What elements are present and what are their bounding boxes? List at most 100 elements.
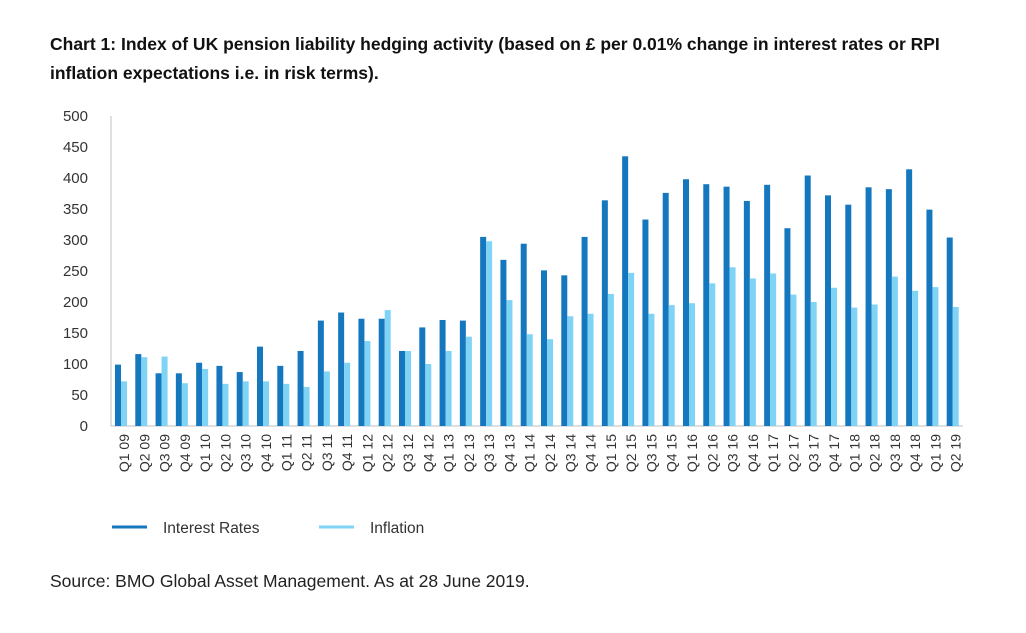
bar-inflation: [263, 381, 269, 426]
bar-inflation: [121, 381, 127, 426]
x-tick-label: Q3 13: [481, 434, 497, 472]
bar-interest-rates: [216, 365, 223, 426]
y-tick-label: 500: [63, 108, 88, 125]
bar-inflation: [790, 294, 797, 426]
bar-inflation: [567, 316, 574, 426]
x-tick-label: Q1 19: [927, 434, 943, 472]
x-tick-label: Q3 11: [319, 434, 335, 471]
bar-interest-rates: [196, 362, 203, 426]
bar-interest-rates: [480, 236, 487, 426]
bar-interest-rates: [723, 186, 730, 426]
bar-interest-rates: [946, 237, 953, 426]
y-tick-label: 150: [63, 325, 88, 342]
bar-inflation: [465, 336, 472, 426]
bar-inflation: [871, 304, 878, 426]
bar-inflation: [729, 267, 736, 426]
bar-inflation: [526, 334, 533, 426]
bar-interest-rates: [926, 209, 933, 426]
bar-interest-rates: [500, 259, 507, 426]
bar-inflation: [668, 305, 675, 426]
bar-inflation: [770, 273, 777, 426]
bar-inflation: [283, 383, 290, 426]
bar-interest-rates: [399, 350, 405, 426]
y-tick-label: 350: [63, 201, 88, 218]
y-tick-label: 50: [71, 387, 88, 404]
bar-interest-rates: [236, 372, 243, 426]
bar-inflation: [506, 300, 513, 426]
bar-inflation: [323, 371, 330, 426]
bar-inflation: [648, 313, 655, 426]
bar-interest-rates: [115, 364, 121, 426]
bar-interest-rates: [784, 228, 791, 426]
y-tick-label: 300: [63, 232, 88, 249]
bar-interest-rates: [541, 270, 547, 426]
bar-interest-rates: [155, 373, 162, 426]
legend-label-inflation: Inflation: [370, 520, 424, 537]
bar-interest-rates: [135, 354, 142, 426]
bar-inflation: [689, 303, 695, 426]
bar-interest-rates: [581, 236, 588, 426]
x-tick-label: Q4 18: [907, 434, 923, 472]
bar-interest-rates: [885, 189, 892, 426]
bar-interest-rates: [845, 204, 852, 426]
bar-inflation: [344, 362, 351, 426]
bar-interest-rates: [622, 156, 629, 427]
bar-inflation: [161, 356, 168, 426]
y-axis-tick-labels: 0 50 100 150 200 250 300 350 400 450 500: [63, 108, 88, 435]
x-tick-label: Q4 17: [826, 434, 842, 472]
bar-interest-rates: [520, 243, 527, 426]
bar-interest-rates: [439, 319, 446, 426]
bar-inflation: [628, 272, 635, 426]
x-tick-label: Q1 09: [116, 434, 132, 472]
x-tick-label: Q4 09: [177, 434, 193, 472]
x-tick-label: Q1 14: [522, 434, 538, 472]
x-tick-label: Q2 11: [299, 434, 315, 471]
bar-interest-rates: [358, 318, 365, 426]
bar-inflation: [242, 381, 249, 426]
bars: [115, 156, 959, 427]
bar-interest-rates: [642, 219, 649, 426]
x-tick-label: Q2 19: [948, 434, 964, 472]
x-tick-label: Q1 18: [846, 434, 862, 472]
x-tick-label: Q2 14: [542, 434, 558, 472]
x-tick-label: Q4 11: [339, 434, 355, 471]
bar-inflation: [587, 313, 594, 426]
x-tick-label: Q3 15: [643, 434, 659, 472]
x-tick-label: Q1 13: [441, 434, 457, 472]
x-tick-label: Q2 12: [380, 434, 396, 472]
x-tick-label: Q2 16: [704, 434, 720, 472]
bar-inflation: [141, 357, 148, 426]
legend: Interest Rates Inflation: [112, 520, 424, 537]
bar-interest-rates: [703, 184, 710, 426]
x-tick-label: Q1 12: [359, 434, 375, 472]
bar-inflation: [445, 350, 452, 426]
x-tick-label: Q4 15: [664, 434, 680, 472]
bar-interest-rates: [601, 200, 608, 426]
x-tick-label: Q1 16: [684, 434, 700, 472]
bar-interest-rates: [175, 373, 182, 426]
x-tick-label: Q1 15: [603, 434, 619, 472]
y-tick-label: 450: [63, 139, 88, 156]
bar-inflation: [932, 287, 939, 426]
bar-inflation: [810, 302, 817, 426]
y-tick-label: 250: [63, 263, 88, 280]
x-tick-label: Q3 14: [562, 434, 578, 472]
bar-inflation: [405, 350, 411, 426]
chart-title: Chart 1: Index of UK pension liability h…: [50, 34, 940, 83]
bar-inflation: [364, 341, 371, 426]
bar-interest-rates: [764, 184, 771, 426]
x-tick-label: Q3 16: [725, 434, 741, 472]
bar-interest-rates: [662, 192, 669, 426]
bar-inflation: [384, 310, 391, 426]
bar-inflation: [607, 293, 614, 426]
bar-inflation: [851, 307, 858, 426]
bar-interest-rates: [561, 275, 568, 426]
bar-inflation: [222, 383, 229, 426]
bar-interest-rates: [378, 318, 385, 426]
x-tick-label: Q4 12: [420, 434, 436, 472]
y-tick-label: 0: [80, 418, 88, 435]
x-tick-label: Q2 18: [867, 434, 883, 472]
bar-inflation: [831, 287, 837, 426]
bar-inflation: [912, 290, 919, 426]
